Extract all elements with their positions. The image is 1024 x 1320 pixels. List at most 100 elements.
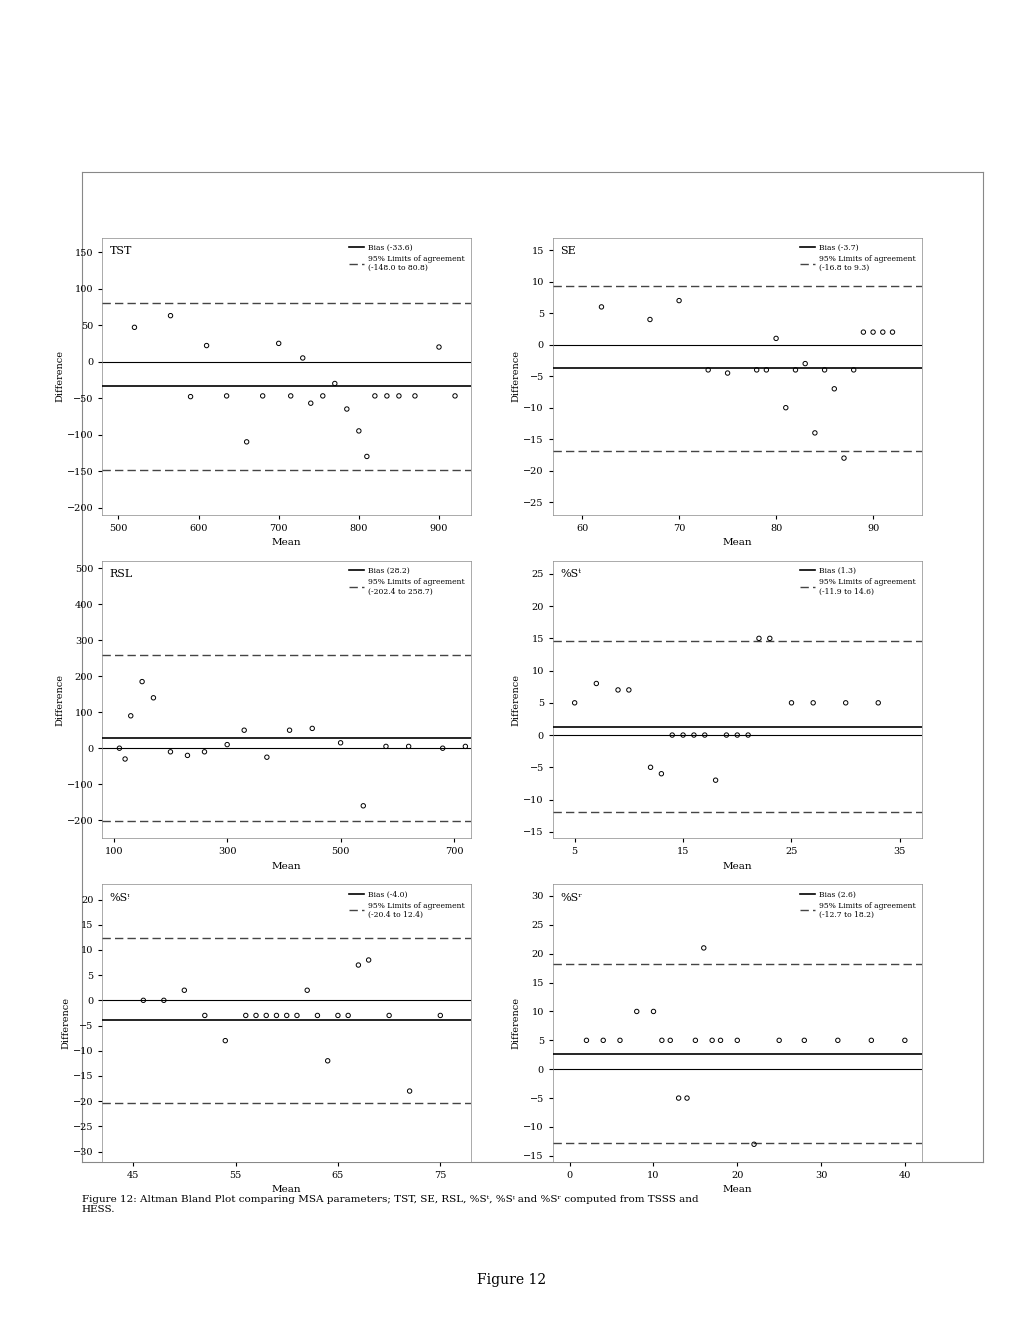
Legend: Bias (-4.0), 95% Limits of agreement
(-20.4 to 12.4): Bias (-4.0), 95% Limits of agreement (-2… — [347, 888, 467, 921]
Point — [653, 763, 670, 784]
Point — [874, 322, 891, 343]
Point — [218, 385, 234, 407]
Point — [751, 628, 767, 649]
Point — [675, 725, 691, 746]
Point — [330, 1005, 346, 1026]
Point — [768, 327, 784, 348]
Point — [258, 1005, 274, 1026]
Point — [611, 1030, 628, 1051]
Text: TST: TST — [110, 246, 132, 256]
Point — [156, 990, 172, 1011]
Point — [863, 1030, 880, 1051]
Point — [434, 738, 451, 759]
Legend: Bias (-33.6), 95% Limits of agreement
(-148.0 to 80.8): Bias (-33.6), 95% Limits of agreement (-… — [347, 242, 467, 275]
Point — [783, 692, 800, 713]
Point — [135, 990, 152, 1011]
Point — [457, 735, 473, 756]
Point — [713, 1030, 729, 1051]
Point — [729, 1030, 745, 1051]
Point — [360, 949, 377, 970]
X-axis label: Mean: Mean — [723, 1185, 752, 1195]
Point — [671, 290, 687, 312]
Point — [379, 385, 395, 407]
Point — [621, 680, 637, 701]
Point — [642, 756, 658, 777]
Point — [629, 1001, 645, 1022]
Text: SE: SE — [560, 246, 577, 256]
Point — [700, 359, 717, 380]
Point — [708, 770, 724, 791]
Point — [381, 1005, 397, 1026]
Point — [836, 447, 852, 469]
Point — [248, 1005, 264, 1026]
Point — [378, 735, 394, 756]
Point — [259, 747, 275, 768]
Point — [446, 385, 463, 407]
Point — [333, 733, 349, 754]
Point — [663, 1030, 679, 1051]
Point — [255, 385, 271, 407]
Point — [123, 705, 139, 726]
Point — [829, 1030, 846, 1051]
X-axis label: Mean: Mean — [272, 1185, 301, 1195]
Point — [314, 385, 331, 407]
Point — [112, 738, 128, 759]
Point — [283, 385, 299, 407]
Point — [134, 671, 151, 692]
Point — [653, 1030, 670, 1051]
Point — [695, 937, 712, 958]
Y-axis label: Difference: Difference — [512, 350, 520, 403]
Text: %Sᵗ: %Sᵗ — [560, 569, 582, 579]
Point — [219, 734, 236, 755]
Point — [282, 719, 298, 741]
Y-axis label: Difference: Difference — [55, 673, 63, 726]
Point — [179, 744, 196, 766]
Point — [327, 374, 343, 395]
Point — [740, 725, 757, 746]
Point — [771, 1030, 787, 1051]
Point — [610, 680, 627, 701]
Text: Figure 12: Figure 12 — [477, 1274, 547, 1287]
Point — [855, 322, 871, 343]
Point — [304, 718, 321, 739]
Point — [758, 359, 774, 380]
Point — [566, 692, 583, 713]
Point — [162, 742, 178, 763]
X-axis label: Mean: Mean — [723, 539, 752, 548]
Legend: Bias (28.2), 95% Limits of agreement
(-202.4 to 258.7): Bias (28.2), 95% Limits of agreement (-2… — [347, 565, 467, 598]
Point — [117, 748, 133, 770]
Point — [787, 359, 804, 380]
Point — [671, 1088, 687, 1109]
Point — [401, 1081, 418, 1102]
Point — [431, 337, 447, 358]
Point — [796, 1030, 812, 1051]
Point — [319, 1051, 336, 1072]
Y-axis label: Difference: Difference — [512, 997, 520, 1049]
Y-axis label: Difference: Difference — [61, 997, 70, 1049]
Point — [355, 795, 372, 816]
Point — [579, 1030, 595, 1051]
Point — [302, 392, 318, 413]
Point — [432, 1005, 449, 1026]
Point — [762, 628, 778, 649]
Point — [176, 979, 193, 1001]
Point — [729, 725, 745, 746]
Y-axis label: Difference: Difference — [55, 350, 63, 403]
Point — [236, 719, 252, 741]
X-axis label: Mean: Mean — [272, 862, 301, 871]
Point — [350, 954, 367, 975]
Point — [645, 1001, 662, 1022]
Point — [367, 385, 383, 407]
X-axis label: Mean: Mean — [272, 539, 301, 548]
Point — [197, 742, 213, 763]
Point — [197, 1005, 213, 1026]
Point — [593, 297, 609, 318]
Point — [838, 692, 854, 713]
Point — [687, 1030, 703, 1051]
Point — [595, 1030, 611, 1051]
Point — [777, 397, 794, 418]
Point — [217, 1030, 233, 1051]
Point — [299, 979, 315, 1001]
Point — [664, 725, 680, 746]
Point — [865, 322, 882, 343]
